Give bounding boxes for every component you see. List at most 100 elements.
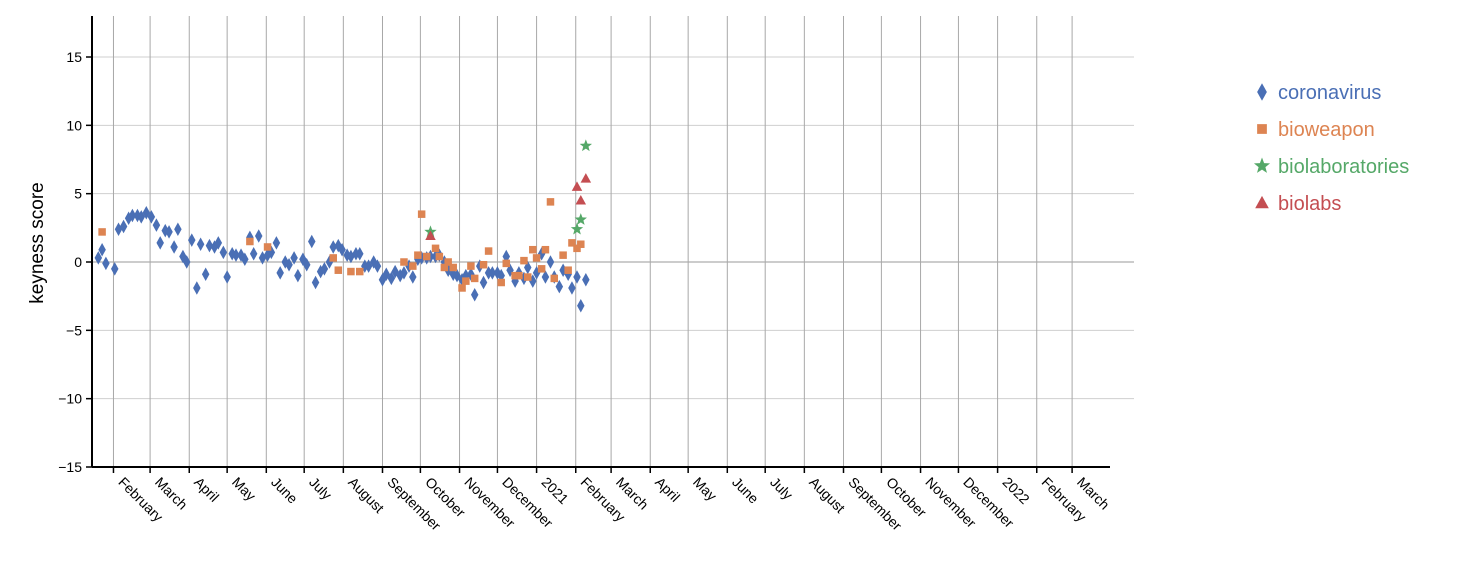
bioweapon-point	[347, 267, 355, 276]
bioweapon-point	[409, 262, 417, 270]
bioweapon-point	[329, 254, 337, 262]
coronavirus-point	[223, 270, 231, 284]
legend-label-bioweapon: bioweapon	[1278, 119, 1375, 141]
x-tick-label: August	[345, 474, 387, 516]
coronavirus-point	[98, 242, 106, 257]
coronavirus-point	[285, 257, 293, 272]
bioweapon-point	[356, 267, 364, 276]
coronavirus-point	[205, 238, 214, 253]
coronavirus-point	[338, 242, 346, 257]
coronavirus-point	[193, 281, 201, 295]
coronavirus-point	[165, 225, 173, 239]
biolabs-point	[571, 181, 583, 191]
biolabs-point	[575, 195, 587, 205]
y-tick-label: −10	[58, 391, 82, 407]
biolabs-point	[580, 173, 592, 183]
biolaboratories-point	[579, 139, 593, 152]
coronavirus-point	[232, 248, 240, 262]
bioweapon-point	[497, 278, 505, 287]
x-tick-label: May	[229, 474, 259, 504]
coronavirus-point	[400, 266, 408, 280]
legend-label-coronavirus: coronavirus	[1278, 82, 1381, 104]
coronavirus-point	[219, 245, 228, 260]
coronavirus-point	[294, 268, 302, 283]
biolabs-point	[425, 230, 436, 241]
bioweapon-point	[520, 256, 528, 265]
coronavirus-point	[152, 218, 161, 232]
y-tick-label: 10	[66, 117, 82, 133]
coronavirus-point	[110, 262, 119, 276]
bioweapon-legend-marker	[1257, 124, 1267, 134]
coronavirus-point	[290, 251, 298, 265]
bioweapon-point	[246, 237, 254, 246]
coronavirus-point	[352, 247, 360, 261]
x-tick-label: 2022	[999, 474, 1032, 507]
coronavirus-point	[174, 222, 182, 236]
coronavirus-point	[577, 298, 585, 313]
coronavirus-point	[94, 251, 103, 265]
bioweapon-point	[515, 271, 523, 280]
bioweapon-point	[470, 274, 479, 283]
coronavirus-point	[308, 234, 316, 249]
coronavirus-point	[170, 240, 178, 254]
coronavirus-point	[102, 256, 110, 271]
x-tick-label: July	[767, 474, 796, 503]
bioweapon-point	[458, 284, 466, 292]
coronavirus-point	[249, 247, 258, 261]
coronavirus-point	[329, 240, 337, 254]
bioweapon-point	[334, 266, 343, 274]
coronavirus-point	[484, 266, 493, 280]
x-tick-label: April	[652, 474, 683, 505]
coronavirus-point	[373, 259, 382, 273]
coronavirus-point	[182, 255, 191, 269]
coronavirus-point	[276, 266, 284, 280]
coronavirus-point	[582, 273, 590, 287]
bioweapon-point	[484, 247, 493, 255]
coronavirus-point	[555, 279, 564, 294]
coronavirus-point	[409, 270, 417, 284]
bioweapon-point	[502, 259, 511, 268]
legend-label-biolaboratories: biolaboratories	[1278, 156, 1409, 178]
bioweapon-point	[479, 260, 488, 269]
bioweapon-point	[537, 265, 546, 273]
coronavirus-point	[479, 275, 488, 290]
coronavirus-point	[254, 229, 263, 243]
coronavirus-point	[147, 210, 156, 224]
coronavirus-point	[311, 275, 320, 290]
coronavirus-point	[201, 267, 210, 282]
coronavirus-point	[272, 236, 281, 250]
biolaboratories-legend-marker	[1253, 157, 1271, 173]
coronavirus-point	[196, 237, 205, 251]
y-tick-label: −15	[58, 459, 82, 475]
bioweapon-point	[263, 243, 272, 251]
bioweapon-point	[546, 198, 555, 206]
coronavirus-legend-marker	[1257, 83, 1267, 101]
x-tick-label: April	[191, 474, 222, 505]
bioweapon-point	[414, 251, 422, 259]
biolaboratories-point	[570, 222, 584, 235]
bioweapon-point	[400, 258, 408, 266]
legend: coronavirus bioweapon biolaboratories biola…	[1253, 82, 1409, 215]
coronavirus-point	[356, 247, 364, 261]
x-tick-label: 2021	[538, 474, 571, 507]
y-axis-title: keyness score	[27, 182, 48, 303]
x-tick-label: May	[690, 474, 720, 504]
y-tick-label: −5	[66, 322, 82, 338]
coronavirus-point	[156, 236, 164, 250]
coronavirus-point	[188, 233, 196, 247]
coronavirus-point	[541, 270, 550, 284]
bioweapon-point	[435, 252, 444, 261]
coronavirus-point	[302, 257, 311, 272]
coronavirus-point	[546, 255, 555, 269]
bioweapon-point	[449, 263, 457, 272]
coronavirus-point	[488, 266, 497, 280]
bioweapon-point	[532, 254, 541, 262]
x-tick-label: June	[268, 474, 301, 507]
x-tick-label: July	[306, 474, 335, 503]
data-points	[94, 139, 593, 313]
bioweapon-point	[541, 245, 550, 254]
bioweapon-point	[422, 252, 431, 261]
y-tick-label: 5	[74, 186, 82, 202]
bioweapon-point	[98, 228, 106, 236]
